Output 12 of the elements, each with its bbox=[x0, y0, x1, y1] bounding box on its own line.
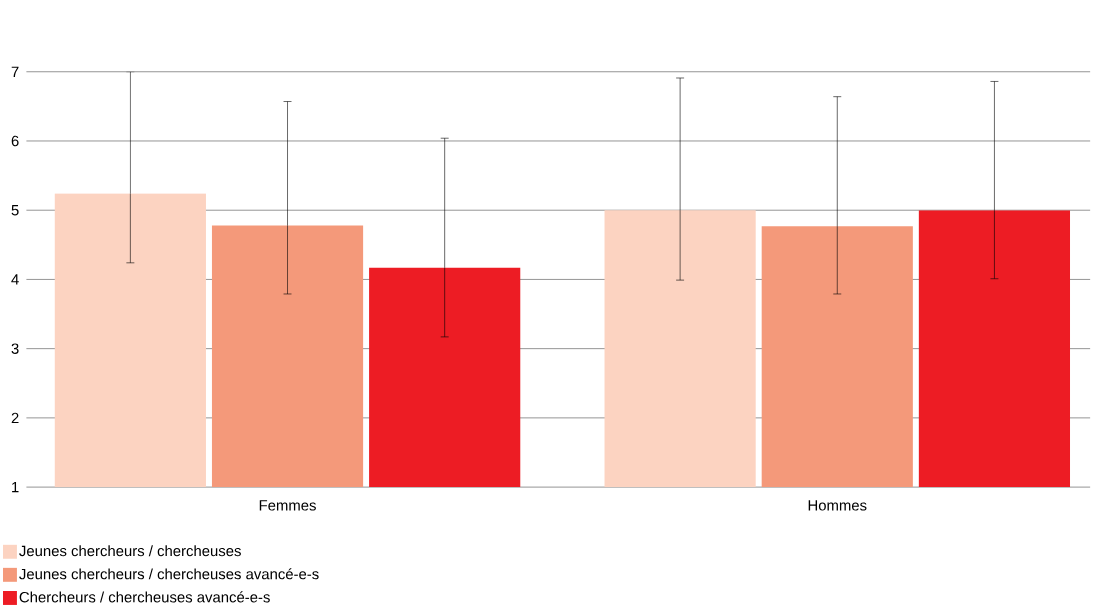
y-tick-label: 2 bbox=[11, 412, 19, 424]
y-tick-label: 6 bbox=[11, 135, 19, 147]
y-tick-label: 3 bbox=[11, 343, 19, 355]
y-tick-label: 4 bbox=[11, 274, 19, 285]
legend-label: Chercheurs / chercheuses avancé-e-s bbox=[19, 591, 270, 603]
x-tick-label: Hommes bbox=[808, 500, 867, 511]
legend-label: Jeunes chercheurs / chercheuses bbox=[19, 545, 241, 557]
x-tick-label: Femmes bbox=[259, 500, 316, 511]
y-tick-label: 7 bbox=[11, 66, 19, 78]
y-tick-label: 1 bbox=[12, 482, 19, 493]
legend-label: Jeunes chercheurs / chercheuses avancé-e-s bbox=[19, 568, 319, 580]
y-tick-label: 5 bbox=[11, 205, 19, 216]
